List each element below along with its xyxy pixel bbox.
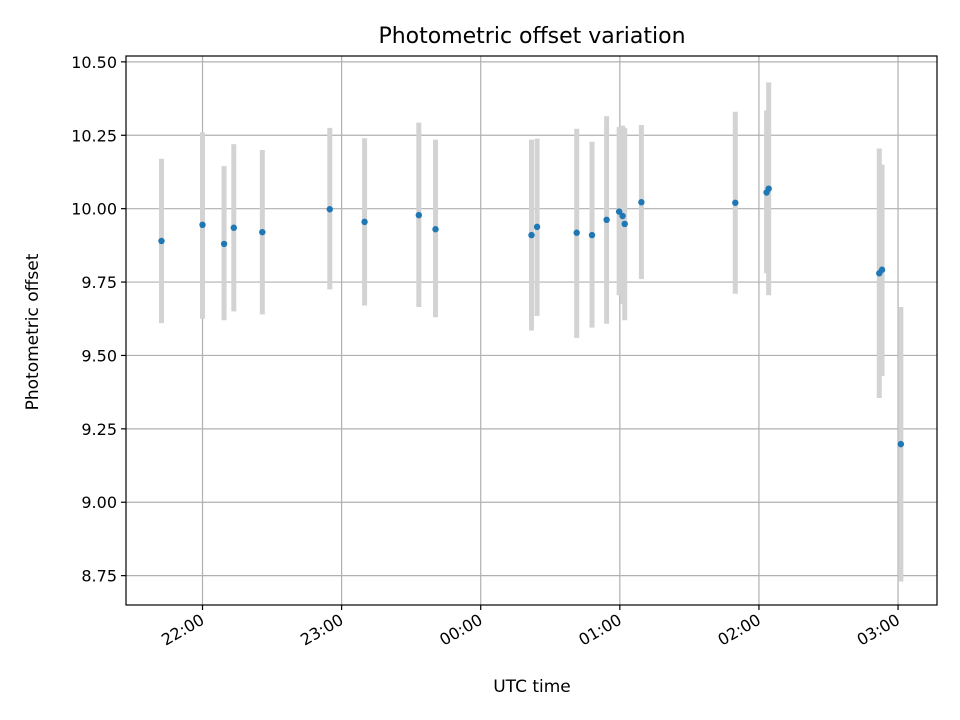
data-point	[603, 216, 610, 224]
y-axis-ticks: 8.75 9.00 9.25 9.50 9.75 10.00 10.25 10.50	[71, 53, 126, 586]
y-tick-label: 10.25	[71, 126, 117, 145]
y-tick-label: 10.50	[71, 53, 117, 72]
plot-frame	[125, 55, 938, 606]
y-tick-label: 9.00	[81, 493, 117, 512]
data-point	[259, 228, 266, 236]
y-tick-label: 10.00	[71, 200, 117, 219]
y-tick-label: 9.25	[81, 420, 117, 439]
chart-title: Photometric offset variation	[378, 24, 685, 49]
x-tick-label: 22:00	[158, 610, 207, 650]
data-point	[619, 212, 626, 220]
y-tick-label: 9.50	[81, 346, 117, 365]
data-point	[732, 199, 739, 206]
data-point	[199, 221, 206, 229]
data-point	[588, 231, 596, 239]
data-point	[573, 229, 580, 236]
y-tick-label: 9.75	[81, 273, 117, 292]
error-bars	[158, 82, 904, 582]
data-point	[878, 266, 886, 273]
data-point	[765, 185, 772, 192]
data-point	[897, 440, 905, 448]
data-point	[361, 218, 368, 226]
data-point	[432, 226, 439, 233]
data-point	[230, 224, 238, 231]
x-axis-ticks: 22:00 23:00 00:00 01:00 02:00 03:00	[158, 605, 903, 650]
data-point	[533, 223, 541, 231]
data-point	[326, 206, 333, 213]
x-tick-label: 00:00	[436, 610, 485, 650]
data-point	[615, 208, 623, 215]
x-tick-label: 23:00	[297, 610, 346, 650]
y-tick-label: 8.75	[81, 567, 117, 586]
data-point	[158, 237, 165, 245]
data-point	[528, 231, 535, 239]
x-tick-label: 01:00	[575, 610, 624, 650]
data-points	[158, 185, 905, 448]
data-point	[638, 199, 645, 206]
data-point	[415, 211, 423, 219]
data-point	[621, 220, 628, 228]
y-axis-label: Photometric offset	[23, 253, 43, 410]
x-axis-label: UTC time	[493, 677, 571, 697]
x-tick-label: 03:00	[854, 610, 903, 650]
x-tick-label: 02:00	[715, 610, 764, 650]
data-point	[220, 240, 228, 248]
